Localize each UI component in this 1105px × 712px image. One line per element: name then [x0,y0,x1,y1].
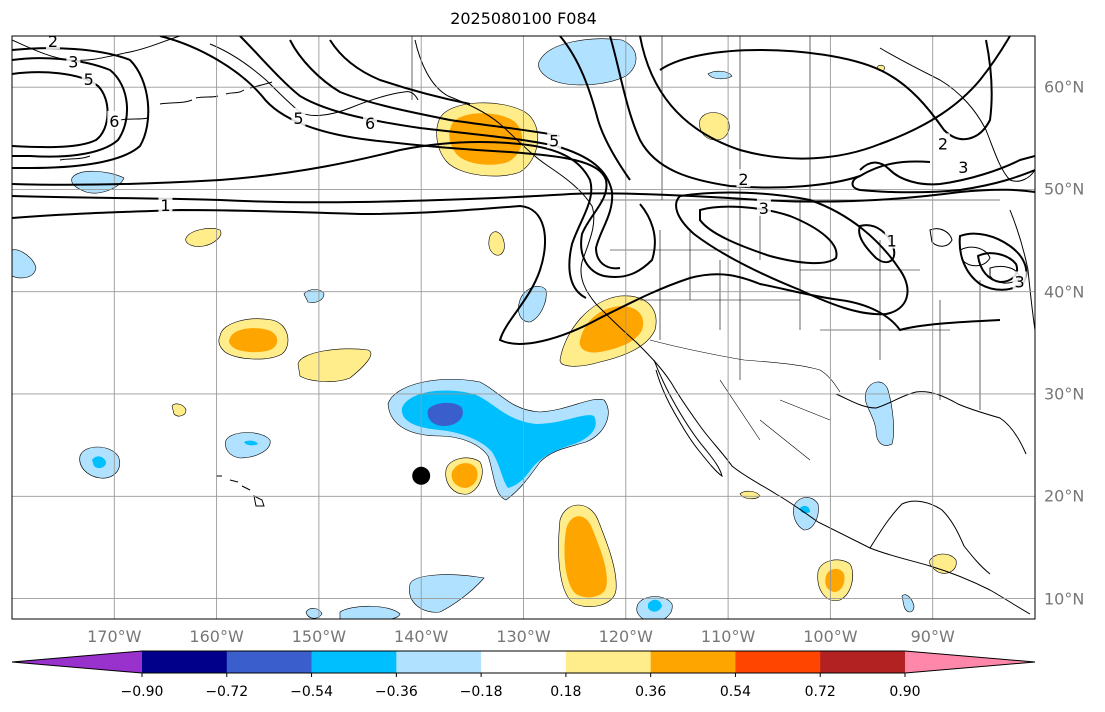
colorbar [12,651,1035,677]
longitude-label: 140°W [394,627,448,646]
contour-label: 2 [938,134,948,153]
latitude-label: 60°N [1044,78,1084,97]
colorbar-tick-label: −0.54 [290,684,333,700]
longitude-label: 160°W [189,627,243,646]
contour-label: 3 [958,158,968,177]
latitude-label: 30°N [1044,384,1084,403]
colorbar-tick-label: −0.72 [205,684,248,700]
contour-label: 6 [365,114,375,133]
contour-label: 3 [1015,272,1025,291]
colorbar-segment [820,651,905,673]
colorbar-tick-label: 0.72 [805,684,836,700]
contour-label: 1 [887,232,897,251]
colorbar-segment [396,651,481,673]
colorbar-segment [312,651,397,673]
contour-label: 2 [48,32,58,51]
contour-label: 2 [738,170,748,189]
colorbar-extend-min [12,651,142,673]
colorbar-segment [566,651,651,673]
colorbar-segment [481,651,566,673]
map-canvas: 23561655232331 [0,0,1105,712]
contour-label: 5 [84,70,94,89]
latitude-label: 20°N [1044,487,1084,506]
colorbar-tick-label: 0.54 [720,684,751,700]
black-dot-marker [412,467,430,485]
colorbar-tick-label: −0.90 [121,684,164,700]
colorbar-extend-max [905,651,1035,673]
contour-label: 5 [549,131,559,150]
colorbar-segment [227,651,312,673]
colorbar-tick-label: −0.36 [375,684,418,700]
longitude-label: 130°W [496,627,550,646]
contour-label: 3 [759,199,769,218]
colorbar-tick-label: 0.36 [635,684,666,700]
colorbar-segment [651,651,736,673]
contour-label: 5 [293,109,303,128]
longitude-label: 150°W [292,627,346,646]
colorbar-tick-label: 0.90 [889,684,920,700]
colorbar-segment [735,651,820,673]
latitude-label: 10°N [1044,589,1084,608]
longitude-label: 100°W [803,627,857,646]
latitude-label: 50°N [1044,180,1084,199]
contour-label: 6 [109,112,119,131]
colorbar-tick-label: −0.18 [460,684,503,700]
contour-label: 3 [68,53,78,72]
longitude-label: 170°W [87,627,141,646]
colorbar-tick-label: 0.18 [550,684,581,700]
longitude-label: 110°W [701,627,755,646]
longitude-label: 90°W [911,627,955,646]
latitude-label: 40°N [1044,282,1084,301]
longitude-label: 120°W [599,627,653,646]
positive-anomaly-patch [229,328,277,352]
colorbar-segment [142,651,227,673]
contour-label: 1 [160,196,170,215]
